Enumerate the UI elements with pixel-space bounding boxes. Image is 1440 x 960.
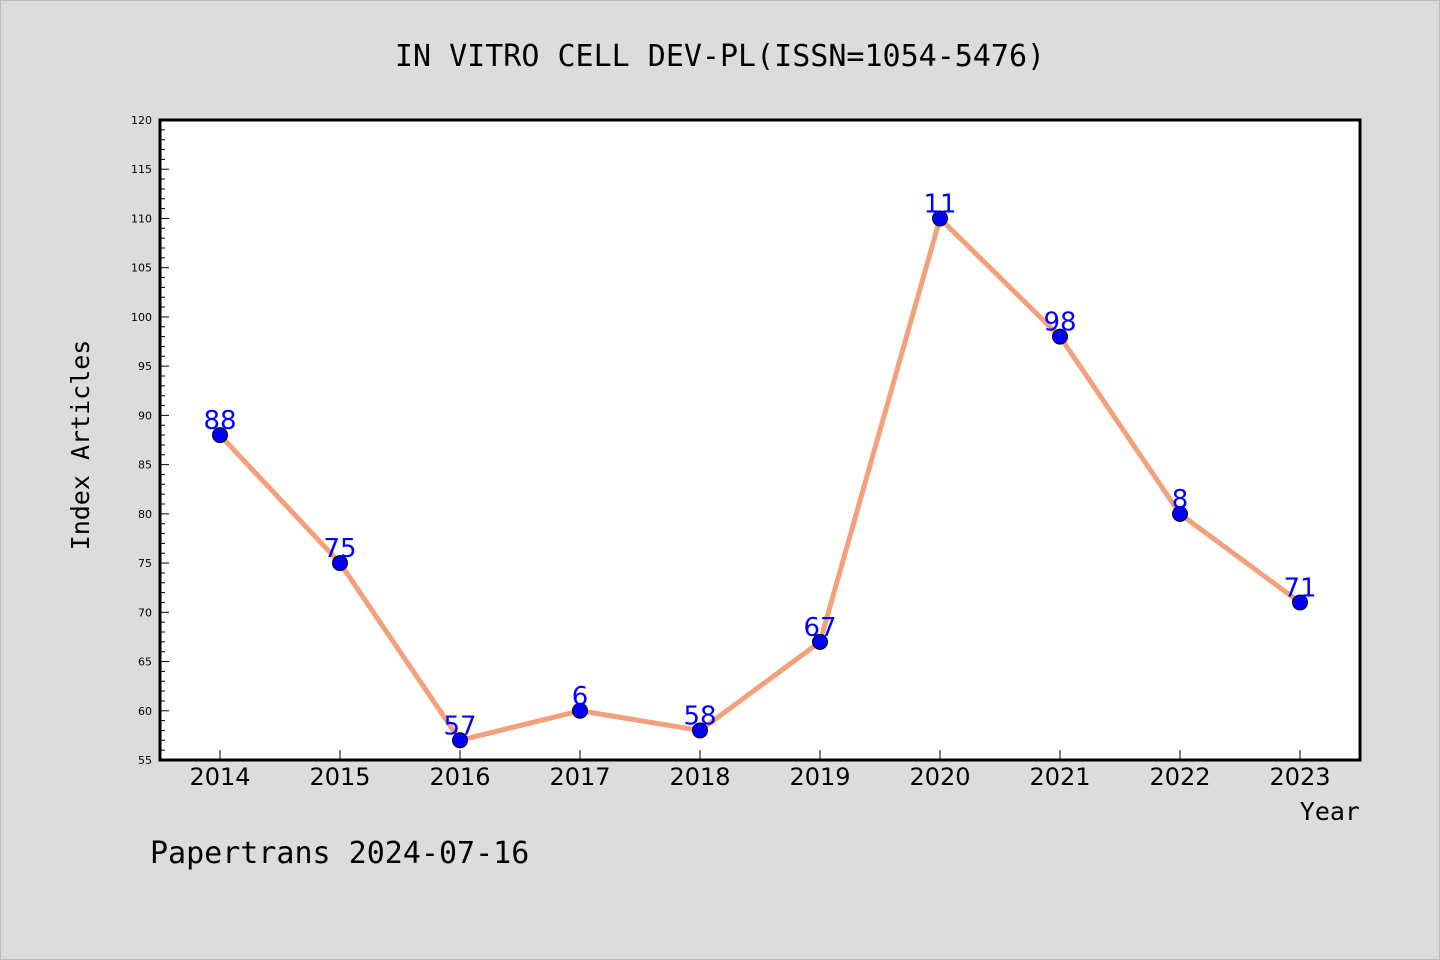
data-label: 67 — [803, 613, 836, 643]
data-point — [452, 732, 468, 749]
x-axis-ticks: 2014 2015 2016 2017 2018 2019 2020 2021 2022 2023 — [189, 750, 1331, 791]
y-tick-label: 60 — [138, 705, 152, 718]
y-tick-label: 120 — [131, 114, 152, 127]
chart-title: IN VITRO CELL DEV-PL(ISSN=1054-5476) — [395, 39, 1045, 74]
y-tick-label: 90 — [138, 409, 152, 422]
y-axis-ticks: 55 60 65 70 75 80 85 90 95 100 105 110 115 120 — [131, 114, 169, 767]
series-line — [217, 215, 1303, 743]
x-tick-label: 2020 — [909, 763, 970, 791]
y-axis-title: Index Articles — [66, 340, 95, 551]
data-label: 71 — [1283, 573, 1316, 603]
data-label: 75 — [323, 534, 356, 564]
data-label: 57 — [443, 711, 476, 741]
y-tick-label: 115 — [131, 163, 152, 176]
x-tick-label: 2017 — [549, 763, 610, 791]
data-label: 98 — [1043, 308, 1076, 338]
x-tick-label: 2015 — [309, 763, 370, 791]
y-tick-label: 105 — [131, 262, 152, 275]
y-tick-label: 75 — [138, 557, 152, 570]
x-tick-label: 2014 — [189, 763, 250, 791]
x-axis-title: Year — [1300, 797, 1360, 826]
x-tick-label: 2018 — [669, 763, 730, 791]
data-point — [692, 722, 708, 739]
data-point — [1052, 328, 1068, 345]
plot-area — [158, 118, 1362, 762]
y-tick-label: 80 — [138, 508, 152, 521]
data-point — [572, 702, 588, 719]
data-label: 8 — [1172, 485, 1189, 515]
y-tick-label: 95 — [138, 360, 152, 373]
data-point — [932, 210, 948, 227]
data-label: 88 — [203, 406, 236, 436]
data-label: 6 — [572, 682, 589, 712]
data-point — [332, 555, 348, 572]
y-tick-label: 100 — [131, 311, 152, 324]
x-tick-label: 2016 — [429, 763, 490, 791]
y-tick-label: 110 — [131, 212, 152, 225]
footer-credit: Papertrans 2024-07-16 — [150, 836, 529, 871]
data-point — [1292, 594, 1308, 611]
data-point — [1172, 505, 1188, 522]
x-tick-label: 2023 — [1269, 763, 1330, 791]
x-tick-label: 2021 — [1029, 763, 1090, 791]
data-label: 58 — [683, 701, 716, 731]
data-point — [212, 427, 228, 444]
y-tick-label: 85 — [138, 459, 152, 472]
x-tick-label: 2019 — [789, 763, 850, 791]
series-layer: 88 75 57 6 58 67 11 98 8 71 — [203, 189, 1317, 749]
y-tick-label: 70 — [138, 606, 152, 619]
y-tick-label: 55 — [138, 754, 152, 767]
data-label: 11 — [923, 189, 956, 219]
data-point — [812, 633, 828, 650]
y-tick-label: 65 — [138, 656, 152, 669]
x-tick-label: 2022 — [1149, 763, 1210, 791]
